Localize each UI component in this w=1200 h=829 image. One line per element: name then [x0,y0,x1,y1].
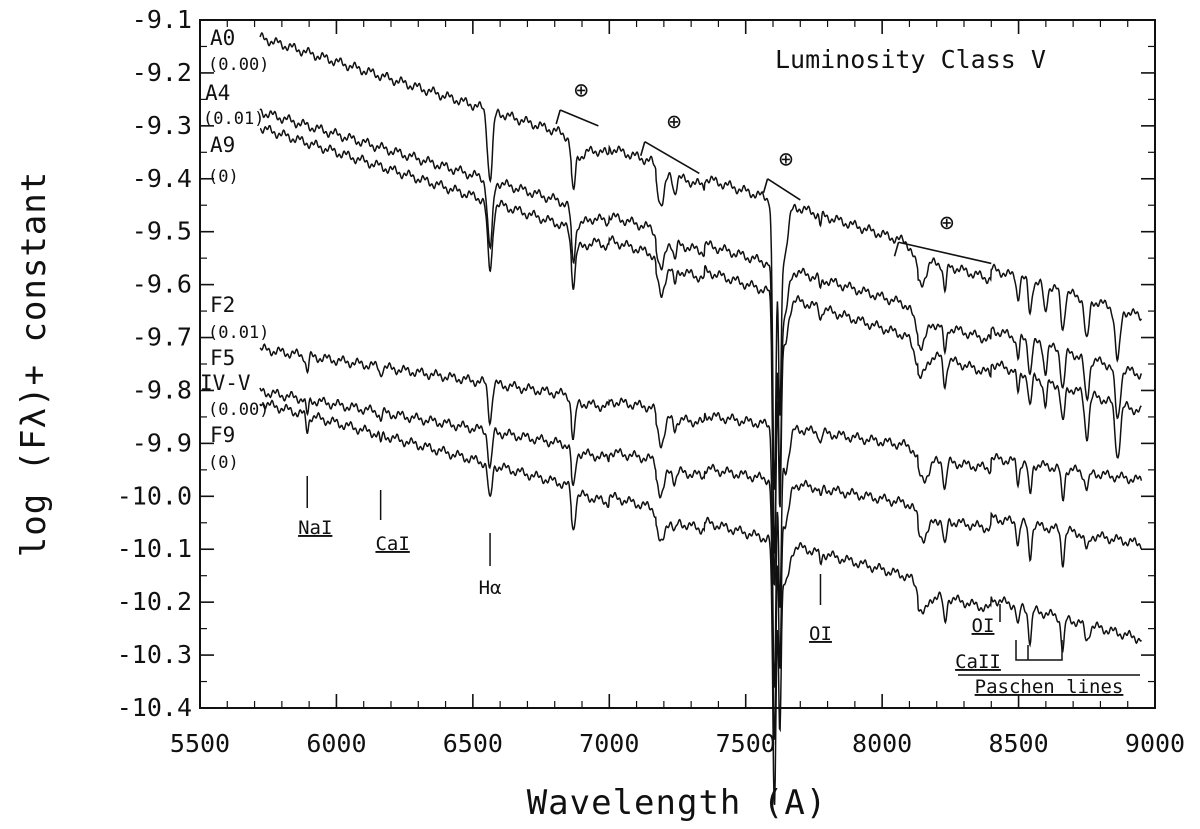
x-tick-labels: 5500 6000 6500 7000 7500 8000 8500 9000 [170,729,1185,758]
telluric-symbol: ⊕ [779,145,793,173]
series-label: A0 [210,26,235,50]
series-reddening: (0.00) [208,55,269,75]
spectrum-line-3 [259,124,1142,587]
telluric-bar-end [762,178,769,193]
telluric-bar [559,109,599,127]
chart-title: Luminosity Class V [775,45,1046,74]
series-label: F5 [210,346,235,370]
y-tick-label: -10.0 [117,481,192,510]
axis-ticks [199,19,1156,709]
y-tick-labels: -9.1 -9.2 -9.3 -9.4 -9.5 -9.6 -9.7 -9.8 -9.9 -10.… [117,5,192,722]
x-tick-label: 9000 [1125,729,1185,758]
series-label: A4 [205,81,230,105]
paschen-label: Paschen lines [975,676,1124,698]
y-tick-label: -9.3 [132,111,192,140]
series-reddening: (0.00) [208,400,269,420]
series-label-class: IV-V [200,371,251,395]
x-tick-label: 7000 [579,729,639,758]
telluric-symbol: ⊕ [574,76,588,104]
series-label: F9 [210,423,235,447]
telluric-bar [898,241,992,265]
series-reddening: (0) [208,167,239,187]
y-tick-label: -9.9 [132,428,192,457]
telluric-bar [767,178,801,201]
telluric-marks: ⊕ ⊕ ⊕ ⊕ [555,76,992,265]
y-tick-label: -9.8 [132,375,192,404]
telluric-bar [644,141,700,175]
telluric-bar-end [555,109,561,125]
telluric-bar-end [639,141,646,156]
series-lines [259,32,1143,806]
x-tick-label: 7500 [716,729,776,758]
caii-bracket [1015,640,1063,661]
line-annotations: NaI CaI Hα OI OI CaII Paschen lines [298,476,1140,698]
y-tick-label: -9.5 [132,217,192,246]
y-tick-label: -10.1 [117,534,192,563]
series-reddening: (0.01) [203,109,264,129]
series-label: A9 [210,133,235,157]
spectrum-line-5 [259,387,1143,740]
oi-label: OI [809,623,832,645]
spectrum-line-4 [259,343,1143,689]
oi-8446-label: OI [972,615,995,637]
x-tick-label: 8500 [988,729,1048,758]
x-tick-label: 6000 [306,729,366,758]
y-tick-label: -9.7 [132,323,192,352]
y-tick-label: -10.4 [117,693,192,722]
cai-label: CaI [375,533,409,555]
series-reddening: (0.01) [208,323,269,343]
spectrum-line-1 [259,32,1143,491]
spectrum-line-2 [259,108,1143,554]
x-axis-title: Wavelength (A) [527,783,828,823]
nai-label: NaI [298,517,332,539]
series-reddening: (0) [208,453,239,473]
x-tick-label: 8000 [852,729,912,758]
y-tick-label: -9.2 [132,58,192,87]
telluric-bar-end [893,242,900,257]
y-tick-label: -10.2 [117,587,192,616]
y-tick-label: -9.1 [132,5,192,34]
y-tick-label: -9.6 [132,270,192,299]
caii-label: CaII [955,651,1001,673]
halpha-label: Hα [479,577,502,599]
telluric-symbol: ⊕ [667,108,681,136]
x-tick-label: 5500 [170,729,230,758]
series-label: F2 [210,293,235,317]
x-tick-label: 6500 [443,729,503,758]
y-tick-label: -10.3 [117,640,192,669]
y-axis-title: log (Fλ)+ constant [14,171,54,557]
telluric-symbol: ⊕ [940,208,954,236]
y-tick-label: -9.4 [132,164,192,193]
spectrum-line-6 [259,399,1142,806]
